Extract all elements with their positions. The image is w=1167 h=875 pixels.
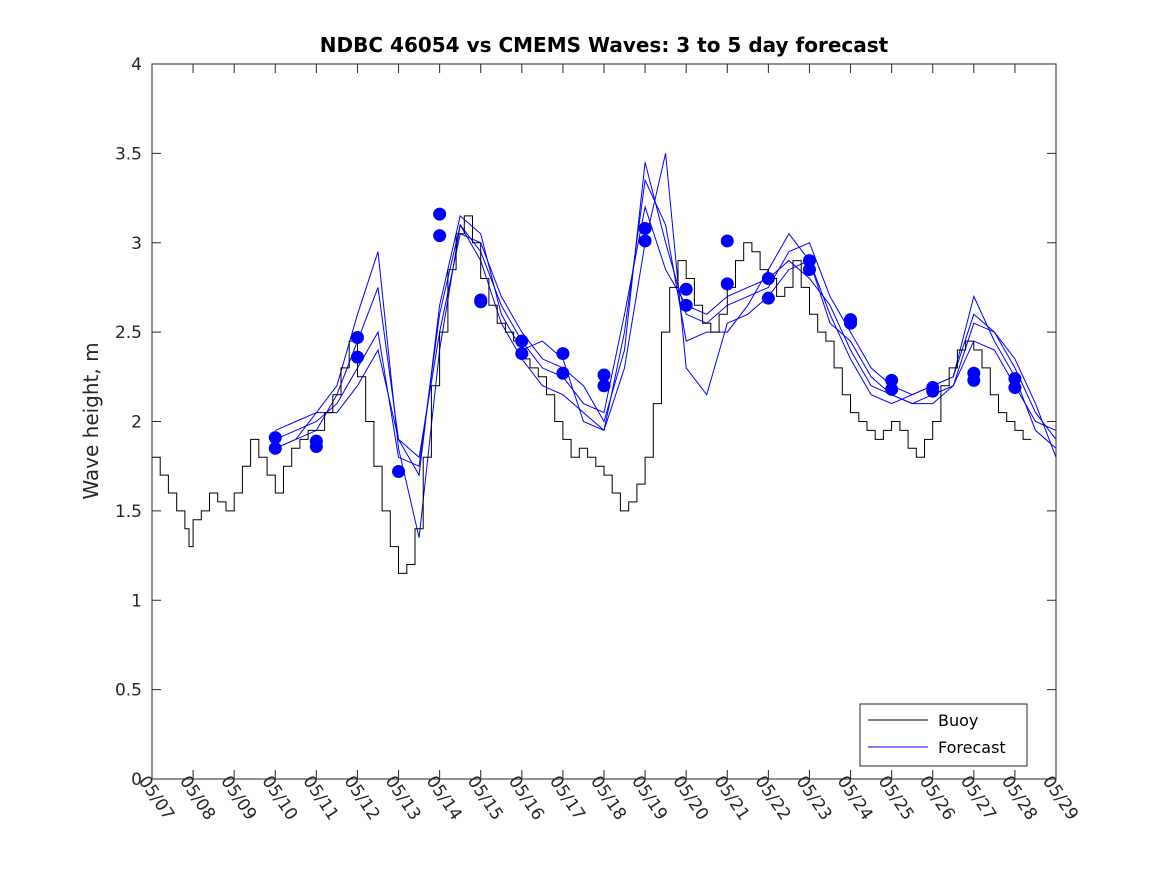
forecast-marker: [679, 282, 693, 296]
forecast-marker: [556, 366, 570, 380]
buoy-line: [152, 215, 1032, 574]
x-tick-label: 05/22: [751, 772, 795, 824]
x-tick-label: 05/16: [504, 772, 548, 824]
forecast-marker: [350, 330, 364, 344]
forecast-line: [275, 153, 1057, 538]
forecast-marker: [309, 440, 323, 454]
forecast-marker: [350, 350, 364, 364]
chart-title: NDBC 46054 vs CMEMS Waves: 3 to 5 day fo…: [320, 33, 889, 57]
y-tick-label: 3: [131, 234, 142, 254]
forecast-marker: [926, 384, 940, 398]
y-tick-label: 0.5: [115, 681, 142, 701]
y-axis: 0 0.5 1 1.5 2 2.5 3 3.5 4: [115, 55, 1056, 790]
x-tick-label: 05/09: [216, 772, 260, 824]
x-tick-label: 05/23: [792, 772, 836, 824]
forecast-marker: [597, 379, 611, 393]
y-axis-label: Wave height, m: [79, 342, 103, 499]
x-tick-label: 05/29: [1038, 772, 1082, 824]
forecast-marker: [802, 254, 816, 268]
forecast-marker: [392, 465, 406, 479]
y-tick-label: 0: [131, 770, 142, 790]
legend-forecast-label: Forecast: [938, 738, 1006, 757]
x-tick-label: 05/13: [381, 772, 425, 824]
forecast-marker: [761, 291, 775, 305]
forecast-marker: [844, 316, 858, 330]
x-tick-label: 05/08: [175, 772, 219, 824]
x-tick-label: 05/28: [997, 772, 1041, 824]
forecast-line: [275, 178, 1057, 477]
y-tick-label: 4: [131, 55, 142, 75]
y-tick-label: 2.5: [115, 323, 142, 343]
forecast-marker: [885, 373, 899, 387]
legend-buoy-label: Buoy: [938, 711, 978, 730]
x-tick-label: 05/07: [134, 772, 178, 824]
x-tick-label: 05/14: [422, 772, 466, 824]
forecast-marker: [433, 207, 447, 221]
forecast-marker: [268, 431, 282, 445]
forecast-marker: [720, 234, 734, 248]
y-tick-label: 2: [131, 413, 142, 433]
legend: Buoy Forecast: [859, 703, 1028, 767]
x-tick-label: 05/18: [586, 772, 630, 824]
y-tick-label: 3.5: [115, 144, 142, 164]
forecast-marker: [433, 229, 447, 243]
x-tick-label: 05/11: [299, 772, 343, 824]
series-layer: [152, 153, 1057, 574]
forecast-marker: [638, 221, 652, 235]
forecast-marker: [556, 347, 570, 361]
forecast-marker: [597, 368, 611, 382]
forecast-marker: [515, 334, 529, 348]
forecast-marker: [885, 382, 899, 396]
x-tick-label: 05/10: [257, 772, 301, 824]
forecast-marker: [474, 295, 488, 309]
y-tick-label: 1.5: [115, 502, 142, 522]
forecast-marker: [1008, 372, 1022, 386]
x-tick-label: 05/20: [668, 772, 712, 824]
x-tick-label: 05/21: [709, 772, 753, 824]
x-tick-label: 05/27: [956, 772, 1000, 824]
x-tick-label: 05/17: [545, 772, 589, 824]
x-tick-label: 05/24: [833, 772, 877, 824]
x-tick-label: 05/26: [915, 772, 959, 824]
forecast-marker: [967, 373, 981, 387]
x-tick-label: 05/15: [463, 772, 507, 824]
x-tick-label: 05/12: [340, 772, 384, 824]
forecast-marker: [761, 272, 775, 285]
y-tick-label: 1: [131, 591, 142, 611]
forecast-marker: [679, 298, 693, 312]
forecast-line: [275, 205, 1057, 467]
x-tick-label: 05/19: [627, 772, 671, 824]
forecast-marker: [802, 263, 816, 277]
forecast-marker: [638, 234, 652, 248]
forecast-marker: [720, 277, 734, 291]
forecast-marker: [268, 441, 282, 455]
legend-box: [859, 703, 1028, 767]
forecast-marker: [515, 347, 529, 361]
forecast-marker: [1008, 381, 1022, 395]
x-tick-label: 05/25: [874, 772, 918, 824]
